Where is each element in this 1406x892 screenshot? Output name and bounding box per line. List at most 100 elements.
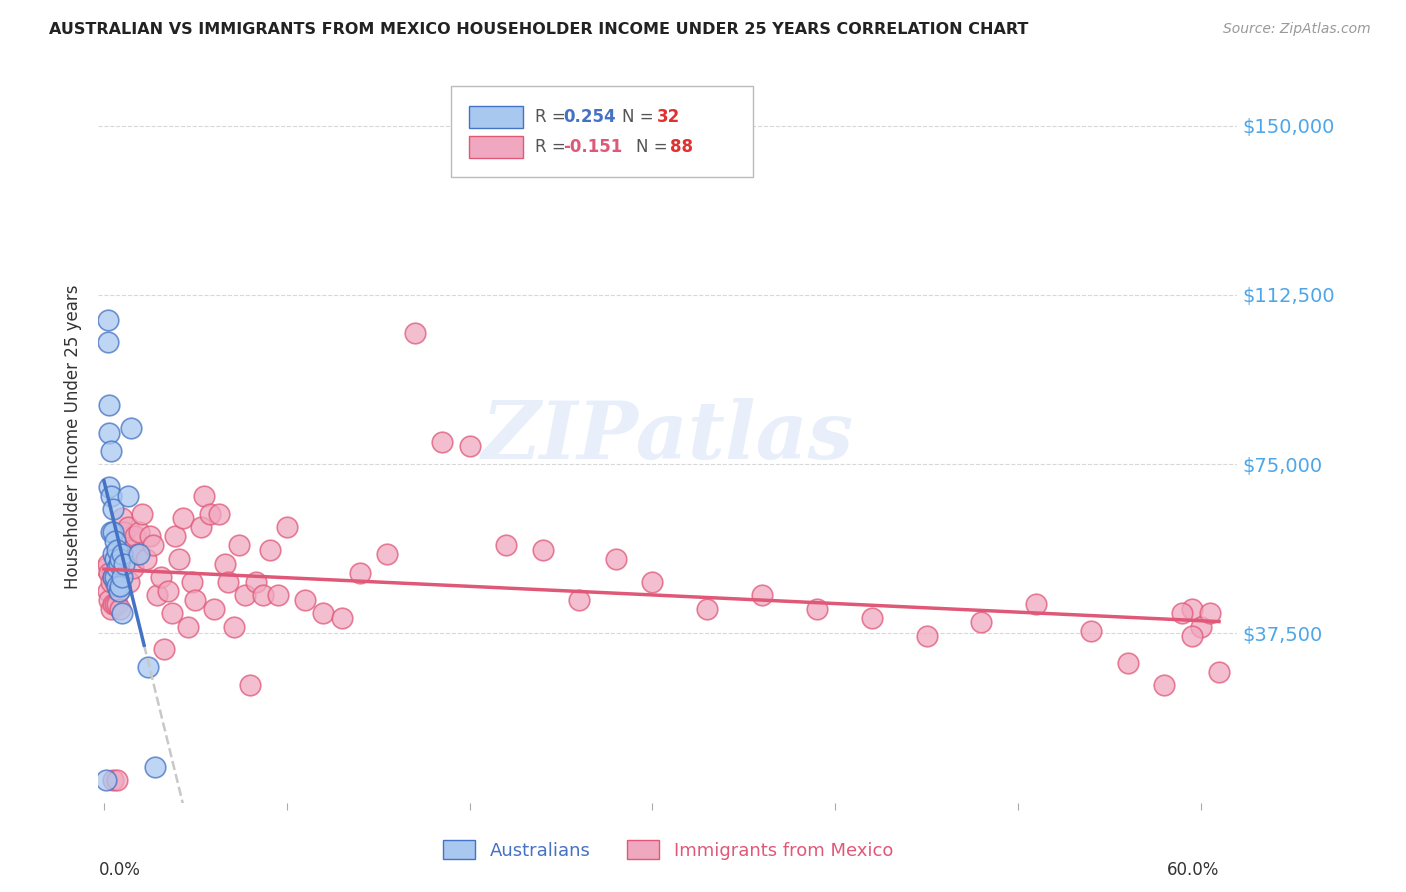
Point bbox=[100, 489, 122, 503]
Text: -0.151: -0.151 bbox=[562, 138, 623, 156]
Point bbox=[138, 529, 160, 543]
Text: Source: ZipAtlas.com: Source: ZipAtlas.com bbox=[1223, 22, 1371, 37]
Point bbox=[167, 552, 190, 566]
Point bbox=[98, 425, 121, 440]
Point bbox=[105, 597, 128, 611]
Point bbox=[177, 620, 200, 634]
Point bbox=[172, 511, 194, 525]
Point bbox=[156, 583, 179, 598]
Point bbox=[97, 335, 120, 350]
Point bbox=[100, 574, 122, 589]
Point bbox=[101, 570, 124, 584]
Point bbox=[349, 566, 371, 580]
Point bbox=[330, 610, 353, 624]
Point bbox=[98, 399, 121, 413]
Point bbox=[107, 583, 129, 598]
Point bbox=[531, 543, 554, 558]
Point bbox=[125, 548, 148, 562]
Point bbox=[245, 574, 267, 589]
Point bbox=[115, 538, 138, 552]
Point bbox=[217, 574, 239, 589]
Text: N =: N = bbox=[623, 108, 659, 126]
Point bbox=[104, 533, 127, 548]
Text: 60.0%: 60.0% bbox=[1167, 862, 1219, 880]
Point bbox=[165, 529, 187, 543]
Point bbox=[146, 588, 169, 602]
Point bbox=[100, 443, 122, 458]
Point bbox=[202, 601, 225, 615]
Point bbox=[100, 601, 122, 615]
Point bbox=[430, 434, 453, 449]
Text: 88: 88 bbox=[671, 138, 693, 156]
FancyBboxPatch shape bbox=[451, 86, 754, 178]
FancyBboxPatch shape bbox=[468, 136, 523, 159]
Point bbox=[104, 597, 127, 611]
Point bbox=[94, 773, 117, 788]
Point bbox=[105, 773, 128, 788]
FancyBboxPatch shape bbox=[468, 106, 523, 128]
Point bbox=[1080, 624, 1102, 639]
Text: N =: N = bbox=[636, 138, 673, 156]
Point bbox=[94, 561, 117, 575]
Point bbox=[122, 561, 145, 575]
Point bbox=[1180, 629, 1202, 643]
Point bbox=[97, 557, 120, 571]
Point bbox=[124, 529, 146, 543]
Point bbox=[117, 489, 139, 503]
Point bbox=[101, 570, 124, 584]
Point bbox=[375, 548, 398, 562]
Point bbox=[101, 597, 124, 611]
Point bbox=[495, 538, 517, 552]
Point bbox=[915, 629, 938, 643]
Text: R =: R = bbox=[534, 138, 571, 156]
Point bbox=[112, 557, 135, 571]
Point bbox=[1189, 620, 1212, 634]
Point bbox=[100, 524, 122, 539]
Y-axis label: Householder Income Under 25 years: Householder Income Under 25 years bbox=[65, 285, 83, 590]
Point bbox=[970, 615, 993, 630]
Point bbox=[97, 312, 120, 326]
Point bbox=[252, 588, 274, 602]
Point bbox=[806, 601, 828, 615]
Point bbox=[1198, 606, 1220, 620]
Point bbox=[1171, 606, 1194, 620]
Point bbox=[198, 507, 221, 521]
Point bbox=[98, 592, 121, 607]
Point bbox=[98, 566, 121, 580]
Point bbox=[136, 660, 159, 674]
Point bbox=[143, 760, 166, 774]
Point bbox=[120, 543, 142, 558]
Point bbox=[214, 557, 236, 571]
Point bbox=[120, 421, 142, 435]
Point bbox=[110, 570, 132, 584]
Point bbox=[751, 588, 773, 602]
Point bbox=[101, 773, 124, 788]
Text: ZIPatlas: ZIPatlas bbox=[482, 399, 853, 475]
Point bbox=[1153, 678, 1175, 692]
Point bbox=[101, 502, 124, 516]
Point bbox=[404, 326, 426, 341]
Point bbox=[1180, 601, 1202, 615]
Point bbox=[239, 678, 262, 692]
Point bbox=[104, 574, 127, 589]
Point bbox=[160, 606, 183, 620]
Point bbox=[860, 610, 883, 624]
Point bbox=[180, 574, 202, 589]
Point bbox=[294, 592, 316, 607]
Point bbox=[190, 520, 212, 534]
Point bbox=[101, 524, 124, 539]
Point bbox=[131, 507, 153, 521]
Text: 0.254: 0.254 bbox=[562, 108, 616, 126]
Point bbox=[101, 548, 124, 562]
Point bbox=[276, 520, 298, 534]
Point bbox=[98, 480, 121, 494]
Legend: Australians, Immigrants from Mexico: Australians, Immigrants from Mexico bbox=[436, 833, 900, 867]
Point bbox=[105, 543, 128, 558]
Text: AUSTRALIAN VS IMMIGRANTS FROM MEXICO HOUSEHOLDER INCOME UNDER 25 YEARS CORRELATI: AUSTRALIAN VS IMMIGRANTS FROM MEXICO HOU… bbox=[49, 22, 1029, 37]
Text: 32: 32 bbox=[657, 108, 679, 126]
Point bbox=[111, 511, 134, 525]
Point bbox=[233, 588, 256, 602]
Point bbox=[228, 538, 250, 552]
Text: 0.0%: 0.0% bbox=[98, 862, 141, 880]
Point bbox=[104, 570, 127, 584]
